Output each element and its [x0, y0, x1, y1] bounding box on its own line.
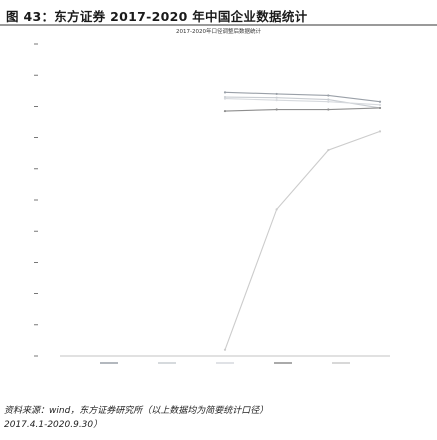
series-5-point — [223, 348, 227, 351]
series-3-point — [223, 97, 227, 100]
series-3-point — [275, 99, 278, 102]
series-4-point — [223, 109, 227, 113]
series-1-point — [275, 92, 278, 96]
series-4-point — [378, 106, 382, 110]
title-rule — [0, 24, 437, 26]
series-line-4 — [224, 107, 381, 112]
series-group — [223, 91, 382, 351]
y-axis — [34, 43, 38, 357]
chart-subtitle: 2017-2020年口径调整后数据统计 — [176, 29, 261, 35]
source-note: 资料来源：wind，东方证券研究所（以上数据均为简要统计口径） 2017.4.1… — [4, 404, 268, 432]
series-2-point — [223, 95, 227, 99]
series-4-point — [327, 108, 330, 111]
series-5-point — [275, 208, 278, 211]
figure-title: 图 43：东方证券 2017-2020 年中国企业数据统计 — [6, 9, 308, 24]
source-line-2: 2017.4.1-2020.9.30） — [4, 420, 103, 430]
series-1-point — [378, 100, 382, 103]
line-chart — [34, 43, 390, 364]
series-2-point — [275, 96, 278, 99]
series-line-5 — [224, 130, 381, 350]
series-3-point — [378, 103, 382, 106]
series-line-1 — [224, 91, 381, 103]
source-line-1: 资料来源：wind，东方证券研究所（以上数据均为简要统计口径） — [4, 406, 269, 416]
series-line-3 — [224, 98, 381, 106]
series-1-point — [327, 94, 330, 97]
series-5-point — [378, 130, 382, 133]
series-4-point — [275, 108, 278, 111]
series-3-point — [327, 100, 330, 103]
series-2-point — [327, 98, 330, 101]
series-5-point — [327, 148, 330, 152]
series-1-point — [223, 91, 227, 94]
